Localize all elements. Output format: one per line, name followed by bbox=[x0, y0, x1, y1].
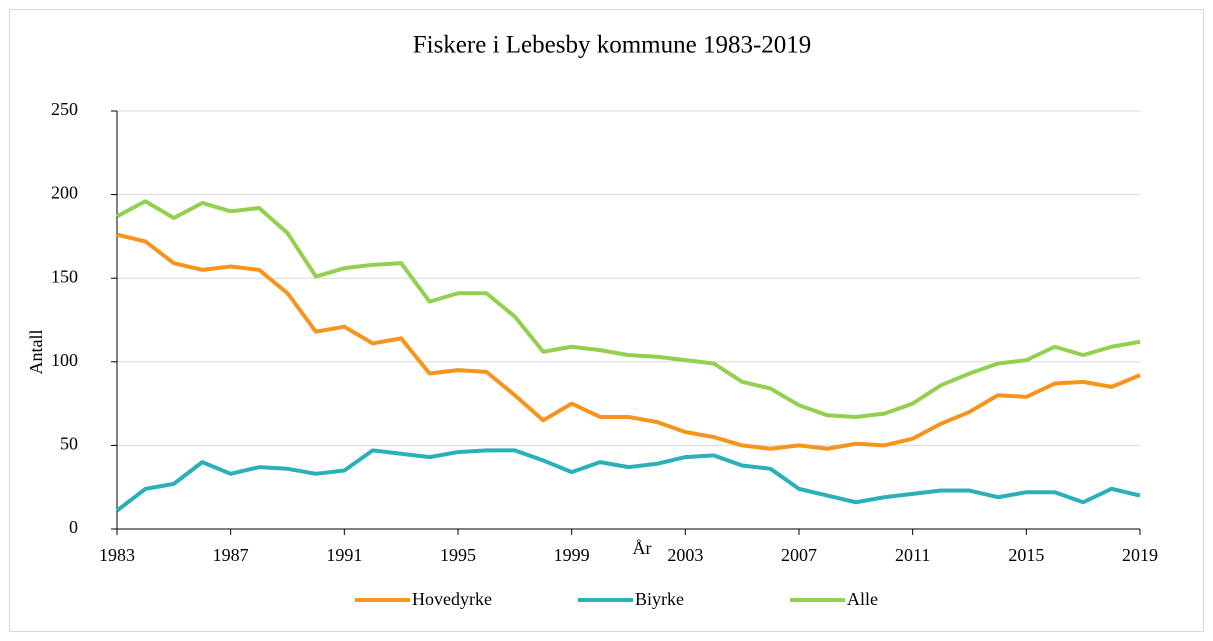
y-tick-label: 0 bbox=[69, 517, 78, 537]
x-tick-label: 2011 bbox=[895, 545, 930, 565]
legend-label: Hovedyrke bbox=[412, 589, 492, 609]
legend-label: Biyrke bbox=[635, 589, 684, 609]
chart-frame bbox=[9, 9, 1204, 632]
series-line bbox=[115, 448, 1141, 513]
x-tick-label: 1987 bbox=[213, 545, 249, 565]
y-tick-label: 200 bbox=[51, 183, 78, 203]
y-tick-label: 150 bbox=[51, 266, 78, 286]
x-tick-label: 1991 bbox=[326, 545, 362, 565]
chart-title: Fiskere i Lebesby kommune 1983-2019 bbox=[413, 32, 812, 59]
x-axis-label: År bbox=[633, 538, 652, 558]
series-line bbox=[116, 232, 1141, 451]
x-tick-label: 2003 bbox=[667, 545, 703, 565]
x-tick-label: 2007 bbox=[781, 545, 817, 565]
x-tick-label: 1995 bbox=[440, 545, 476, 565]
x-tick-label: 2015 bbox=[1008, 545, 1044, 565]
x-tick-label: 1983 bbox=[99, 545, 135, 565]
series-line bbox=[116, 199, 1141, 419]
y-tick-label: 100 bbox=[51, 350, 78, 370]
y-tick-label: 250 bbox=[51, 99, 78, 119]
x-tick-label: 1999 bbox=[554, 545, 590, 565]
y-axis-label: Antall bbox=[26, 330, 46, 375]
y-tick-label: 50 bbox=[60, 434, 78, 454]
x-tick-label: 2019 bbox=[1122, 545, 1158, 565]
legend-label: Alle bbox=[847, 589, 878, 609]
